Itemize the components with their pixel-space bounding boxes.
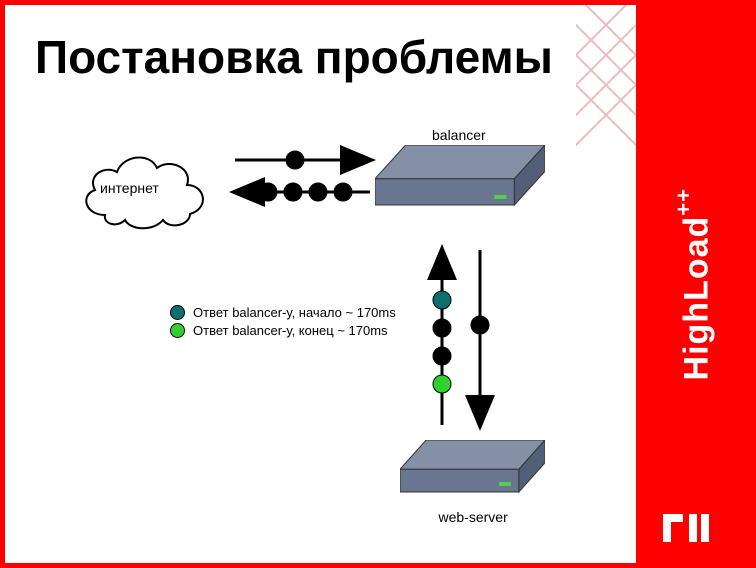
brand-logo-icon [661,508,711,548]
brand-name: HighLoad [677,215,715,380]
brand-text: HighLoad++ [671,188,716,380]
brand-suffix: ++ [671,188,696,216]
slide-title: Постановка проблемы [35,30,553,84]
arrows-layer [40,100,600,540]
diagram-area: интернет balancer web-server Ответ balan… [40,100,600,540]
brand-band: HighLoad++ [636,5,751,563]
